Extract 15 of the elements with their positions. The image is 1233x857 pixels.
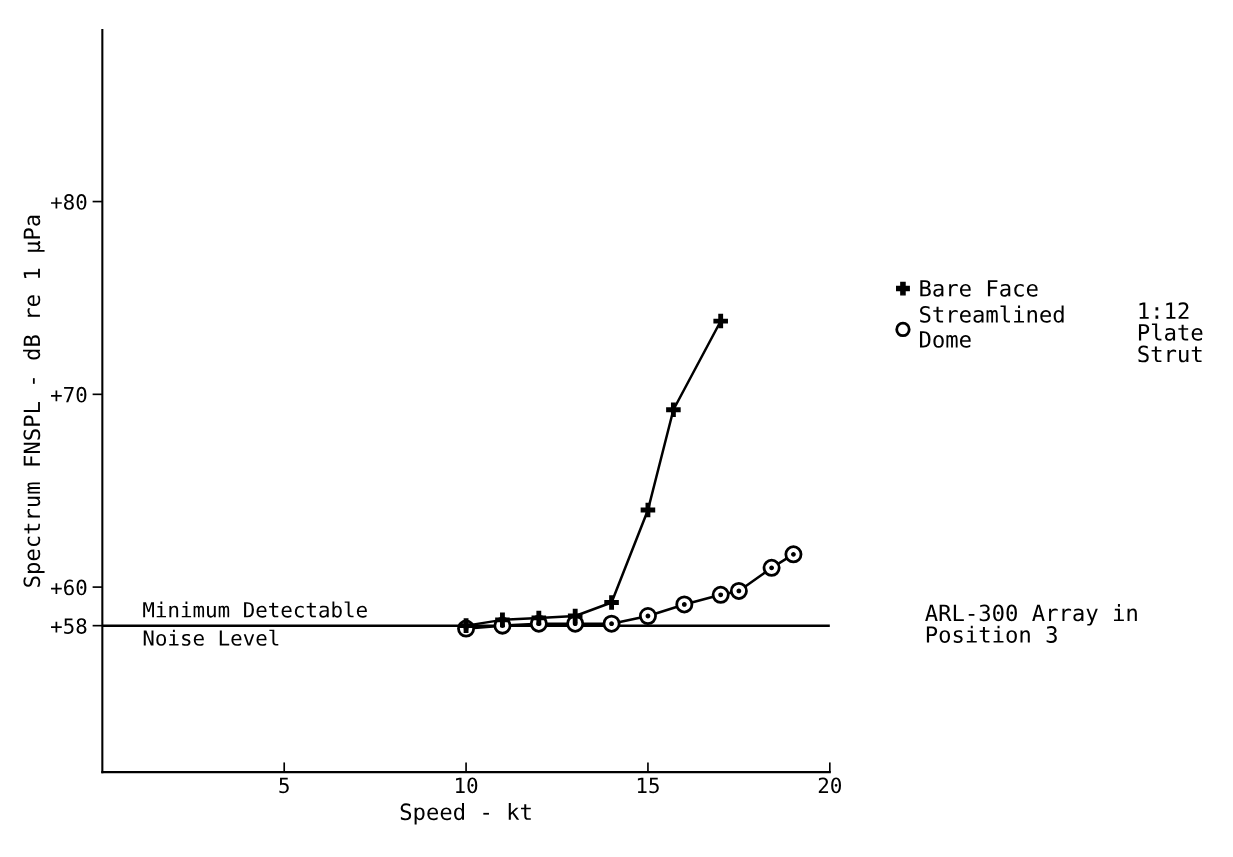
y-tick-label: +60: [51, 579, 87, 596]
x-tick-label: 20: [818, 777, 841, 794]
x-tick-label: 15: [637, 777, 659, 794]
ref-line-label: Minimum Detectable Noise Level: [143, 601, 367, 646]
y-tick-label: +80: [51, 194, 87, 210]
text: ARL-300 Array in Position 3: [925, 604, 1137, 643]
x-tick-label: 10: [456, 777, 478, 794]
y-tick-label: +58: [51, 618, 87, 634]
y-tick-label: +70: [51, 386, 87, 403]
y-axis-title: Spectrum FNSPL - dB re 1 µPa: [23, 215, 45, 587]
legend-label: Bare Face: [920, 280, 1038, 297]
legend-label: Streamlined Dome: [920, 305, 1064, 348]
text: 1:12 Plate Strut: [1138, 302, 1203, 363]
x-tick-label: 5: [279, 777, 289, 794]
x-axis-title: Speed - kt: [400, 802, 531, 825]
